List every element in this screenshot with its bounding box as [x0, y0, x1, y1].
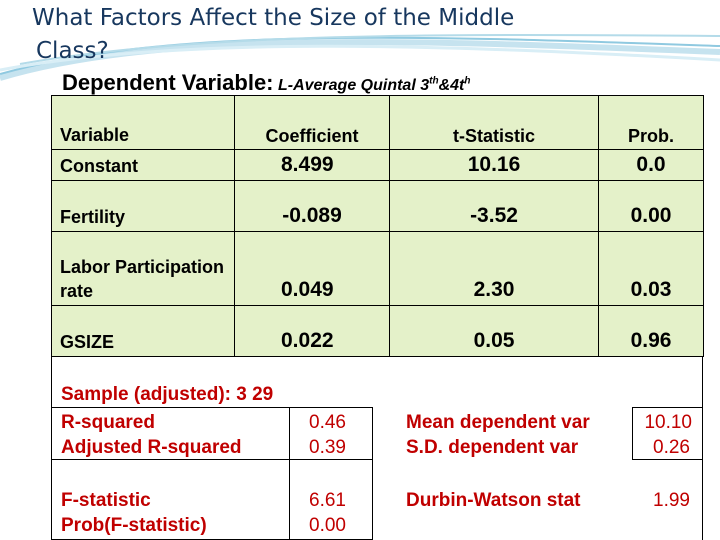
table-row: Constant 8.499 10.16 0.0 [51, 149, 704, 181]
row-prob: 0.0 [598, 149, 704, 181]
sample-adjusted: Sample (adjusted): 3 29 [61, 384, 274, 405]
title-line-2: Class? [36, 38, 109, 64]
dependent-variable: Dependent Variable: L-Average Quintal 3t… [62, 70, 470, 96]
durbin-watson-label: Durbin-Watson stat [406, 490, 581, 511]
f-statistic-value: 6.61 [309, 490, 346, 511]
adj-r-squared-label: Adjusted R-squared [61, 437, 242, 458]
decorative-swoosh [0, 34, 720, 81]
row-t-statistic: 2.30 [389, 231, 599, 306]
row-variable: Constant [51, 149, 235, 181]
row-t-statistic: 10.16 [389, 149, 599, 181]
r-squared-value: 0.46 [309, 412, 346, 433]
header-variable: Variable [51, 95, 235, 150]
row-variable: Fertility [51, 180, 235, 232]
stats-cell [632, 407, 703, 460]
f-statistic-label: F-statistic [61, 490, 151, 511]
row-prob: 0.00 [598, 180, 704, 232]
table-row: Fertility -0.089 -3.52 0.00 [51, 180, 704, 232]
slide-title: What Factors Affect the Size of the Midd… [32, 2, 672, 68]
header-coefficient: Coefficient [234, 95, 390, 150]
title-line-1: What Factors Affect the Size of the Midd… [32, 5, 515, 31]
prob-f-statistic-value: 0.00 [309, 515, 346, 536]
table-header-row: Variable Coefficient t-Statistic Prob. [51, 95, 704, 150]
sd-dependent-label: S.D. dependent var [406, 437, 579, 458]
table-row: GSIZE 0.022 0.05 0.96 [51, 305, 704, 357]
row-variable: GSIZE [51, 305, 235, 357]
table-row: Labor Participation rate 0.049 2.30 0.03 [51, 231, 704, 306]
adj-r-squared-value: 0.39 [309, 437, 346, 458]
header-t-statistic: t-Statistic [389, 95, 599, 150]
mean-dependent-value: 10.10 [644, 412, 692, 433]
row-t-statistic: -3.52 [389, 180, 599, 232]
row-coefficient: -0.089 [234, 180, 390, 232]
durbin-watson-value: 1.99 [653, 490, 690, 511]
row-coefficient: 8.499 [234, 149, 390, 181]
r-squared-label: R-squared [61, 412, 155, 433]
row-prob: 0.96 [598, 305, 704, 357]
dependent-variable-label: Dependent Variable: [62, 70, 274, 95]
mean-dependent-label: Mean dependent var [406, 412, 590, 433]
row-prob: 0.03 [598, 231, 704, 306]
prob-f-statistic-label: Prob(F-statistic) [61, 515, 207, 536]
dependent-variable-value: L-Average Quintal 3th&4th [277, 75, 471, 94]
regression-table: Variable Coefficient t-Statistic Prob. C… [51, 95, 704, 357]
header-prob: Prob. [598, 95, 704, 150]
row-variable: Labor Participation rate [51, 231, 235, 306]
row-coefficient: 0.022 [234, 305, 390, 357]
sd-dependent-value: 0.26 [653, 437, 690, 458]
row-coefficient: 0.049 [234, 231, 390, 306]
row-t-statistic: 0.05 [389, 305, 599, 357]
